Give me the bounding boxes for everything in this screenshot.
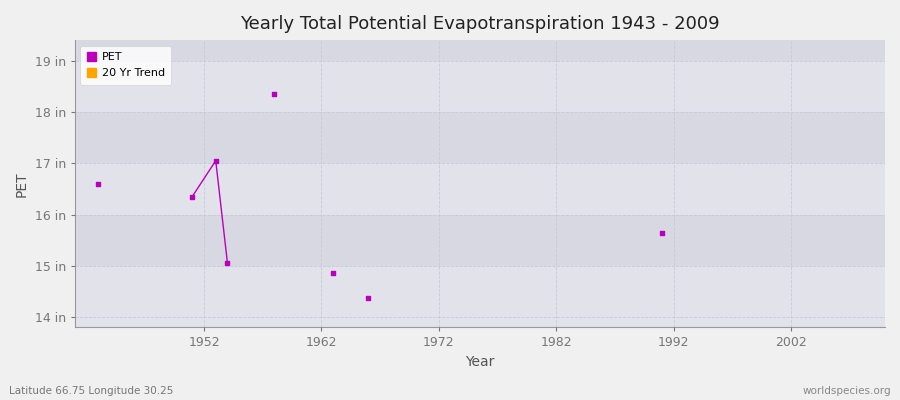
- Bar: [75, 214, 885, 266]
- Text: Latitude 66.75 Longitude 30.25: Latitude 66.75 Longitude 30.25: [9, 386, 174, 396]
- Bar: [75, 61, 885, 112]
- Point: [185, 193, 200, 200]
- Title: Yearly Total Potential Evapotranspiration 1943 - 2009: Yearly Total Potential Evapotranspiratio…: [240, 15, 720, 33]
- Text: worldspecies.org: worldspecies.org: [803, 386, 891, 396]
- Point: [267, 91, 282, 97]
- Point: [209, 158, 223, 164]
- Bar: [75, 317, 885, 328]
- Y-axis label: PET: PET: [15, 171, 29, 196]
- Bar: [75, 163, 885, 214]
- Point: [361, 295, 375, 301]
- Point: [91, 180, 105, 187]
- Point: [220, 260, 235, 266]
- Point: [326, 269, 340, 276]
- Point: [654, 229, 669, 236]
- X-axis label: Year: Year: [465, 355, 495, 369]
- Bar: [75, 266, 885, 317]
- Bar: [75, 112, 885, 163]
- Bar: [75, 40, 885, 61]
- Legend: PET, 20 Yr Trend: PET, 20 Yr Trend: [80, 46, 171, 85]
